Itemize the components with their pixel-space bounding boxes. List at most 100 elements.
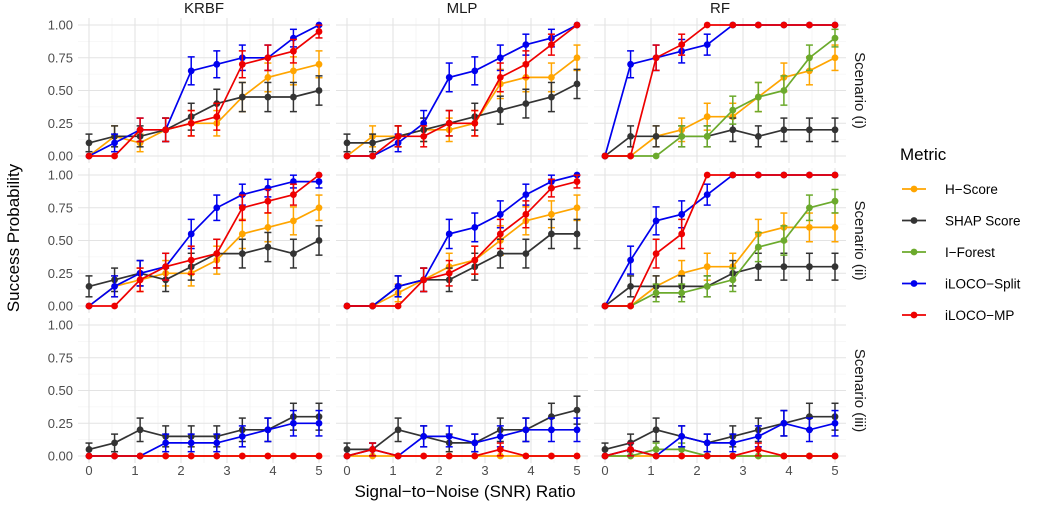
series-h-score-mlp-row-1 [343, 44, 581, 160]
x-tick-label: 3 [739, 463, 746, 478]
data-point [264, 243, 272, 251]
data-point [754, 21, 762, 29]
data-point [496, 210, 504, 218]
data-point [111, 139, 118, 147]
data-point [264, 74, 272, 81]
legend-item-h-score: H−Score [902, 182, 998, 197]
strip-label-scenario-i: Scenario (i) [851, 52, 868, 129]
strip-label-krbf: KRBF [184, 0, 224, 17]
data-point [522, 426, 530, 434]
y-tick-label: 0.00 [48, 149, 73, 164]
strip-label-scenario-ii: Scenario (ii) [851, 200, 868, 280]
data-point [652, 250, 660, 257]
data-point [831, 224, 839, 231]
series-iloco-mp-mlp-row-2 [343, 174, 581, 310]
data-point [652, 446, 660, 453]
data-point [496, 74, 504, 81]
data-point [548, 93, 555, 101]
data-point [394, 132, 402, 140]
data-point [573, 204, 581, 212]
y-tick-label: 1.00 [48, 318, 73, 333]
data-point [652, 217, 660, 225]
data-point [315, 178, 323, 185]
data-point [703, 41, 711, 49]
series-line [88, 63, 320, 157]
data-point [678, 446, 686, 453]
data-point [238, 230, 246, 238]
data-point [213, 113, 221, 121]
data-point [780, 171, 788, 179]
data-point [290, 178, 297, 185]
data-point [264, 197, 272, 205]
data-point [85, 446, 93, 453]
y-tick-label: 0.50 [48, 233, 73, 248]
data-point [703, 21, 711, 29]
data-point [238, 93, 246, 101]
data-point [290, 419, 297, 427]
series-line [605, 24, 835, 157]
data-point [754, 446, 762, 453]
data-point [343, 139, 351, 147]
data-point [806, 54, 813, 62]
x-tick-label: 2 [435, 463, 442, 478]
series-i-forest-rf-row-1 [601, 28, 839, 160]
data-point [548, 184, 555, 192]
legend-label: iLOCO−MP [945, 308, 1014, 323]
y-tick-label: 0.50 [48, 383, 73, 398]
legend-item-iloco-split: iLOCO−Split [902, 277, 1021, 292]
data-point [652, 54, 660, 62]
data-point [627, 256, 634, 264]
data-point [522, 210, 530, 218]
data-point [85, 152, 93, 160]
series-line [88, 24, 320, 157]
data-point [780, 263, 788, 271]
data-point [343, 152, 351, 160]
data-point [187, 119, 195, 127]
legend-label: H−Score [945, 182, 998, 197]
data-point [290, 47, 297, 55]
data-point [187, 256, 195, 264]
legend-key-point [910, 185, 918, 193]
x-tick-label: 0 [85, 463, 92, 478]
data-point [754, 263, 762, 271]
y-tick-label: 1.00 [48, 168, 73, 183]
data-point [369, 302, 376, 310]
data-point [471, 119, 479, 127]
data-point [187, 67, 195, 75]
data-point [548, 452, 555, 460]
y-tick-label: 0.25 [48, 266, 73, 281]
data-point [548, 74, 555, 81]
data-point [780, 21, 788, 29]
data-point [729, 171, 737, 179]
data-point [678, 452, 686, 460]
series-line [347, 206, 578, 307]
data-point [496, 250, 504, 257]
data-point [522, 191, 530, 199]
panel-mlp-row-1 [336, 18, 588, 163]
data-point [162, 439, 170, 447]
data-point [652, 132, 660, 140]
data-point [522, 250, 530, 257]
data-point [601, 452, 609, 460]
data-point [290, 217, 297, 225]
x-tick-label: 0 [601, 463, 608, 478]
x-tick-label: 1 [389, 463, 396, 478]
data-point [111, 282, 118, 290]
data-point [601, 302, 609, 310]
series-line [604, 265, 835, 307]
data-point [264, 452, 272, 460]
data-point [85, 302, 93, 310]
series-iloco-mp-mlp-row-1 [343, 21, 581, 160]
data-point [471, 439, 479, 447]
series-iloco-mp-rf-row-3 [601, 442, 839, 460]
data-point [162, 263, 170, 271]
data-point [420, 432, 428, 440]
x-tick-label: 2 [693, 463, 700, 478]
data-point [754, 93, 762, 101]
data-point [264, 93, 272, 101]
data-point [290, 250, 297, 257]
data-point [703, 113, 711, 121]
series-line [347, 24, 578, 157]
data-point [290, 93, 297, 101]
data-point [806, 171, 813, 179]
